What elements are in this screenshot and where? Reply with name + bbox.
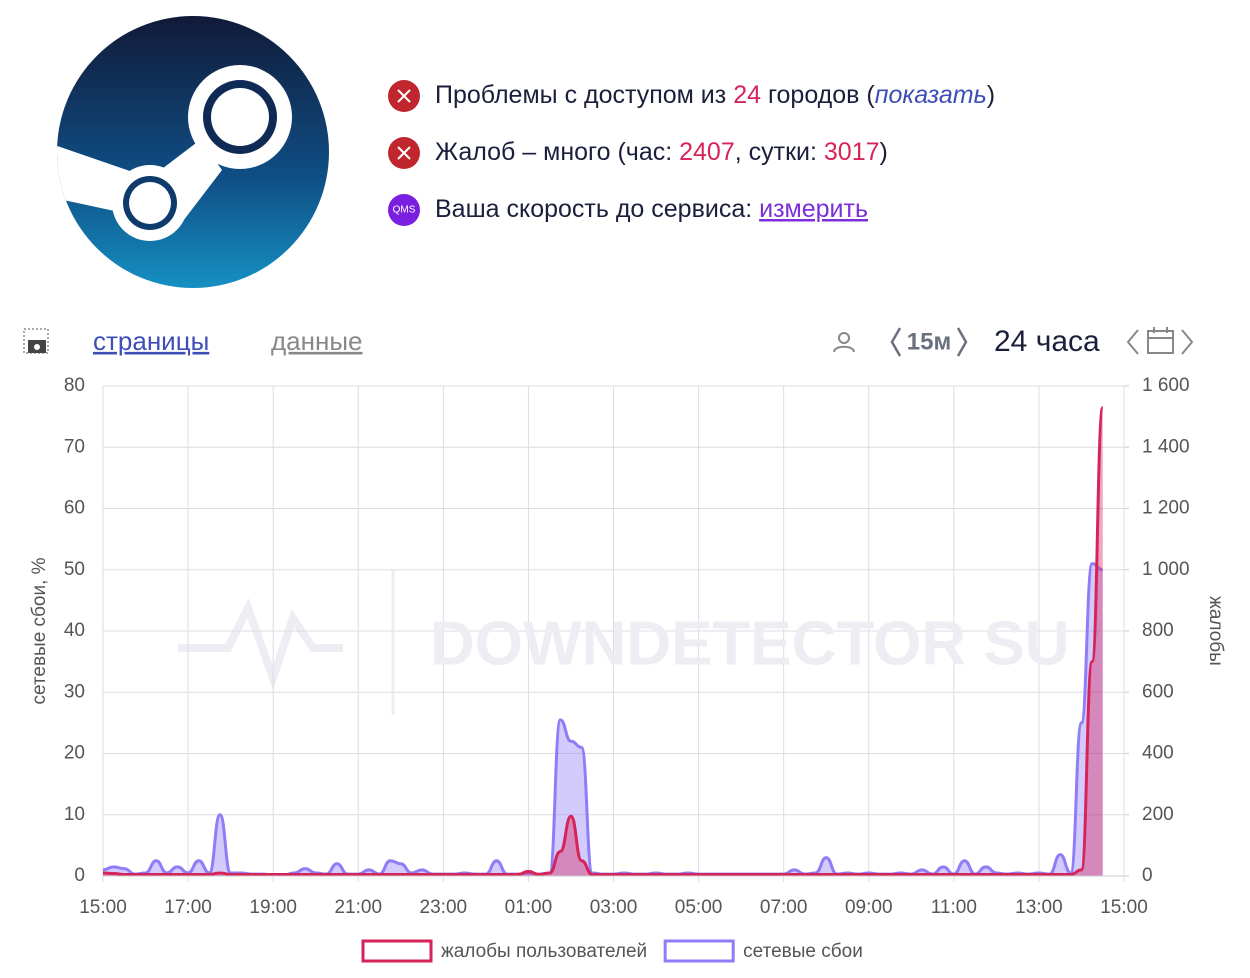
y2-tick-label: 200 [1142, 804, 1174, 825]
status-line: Проблемы с доступом из 24 городов (показ… [435, 81, 995, 109]
text: Жалоб – много (час: [435, 138, 679, 166]
y2-tick-label: 600 [1142, 681, 1174, 702]
legend-label: жалобы пользователей [441, 941, 647, 962]
steam-logo [57, 16, 329, 288]
y-tick-label: 80 [64, 375, 85, 396]
count: 24 [733, 81, 761, 109]
y-tick-label: 60 [64, 498, 85, 519]
status-icon [388, 80, 420, 112]
next-arrow[interactable] [1181, 329, 1194, 355]
prev-arrow[interactable] [1126, 329, 1139, 355]
watermark-icon [178, 570, 395, 715]
y2-tick-label: 1 200 [1142, 498, 1190, 519]
y2-tick-label: 1 400 [1142, 436, 1190, 457]
y-tick-label: 50 [64, 559, 85, 580]
text: ) [880, 138, 888, 166]
legend-label: сетевые сбои [743, 941, 863, 962]
calendar-icon[interactable] [1147, 327, 1174, 354]
period[interactable]: 24 часа [994, 325, 1100, 358]
interval[interactable]: 15м [907, 328, 951, 355]
x-tick-label: 15:00 [79, 897, 127, 918]
count: 3017 [824, 138, 880, 166]
count: 2407 [679, 138, 735, 166]
text: городов ( [761, 81, 875, 109]
x-tick-label: 19:00 [249, 897, 297, 918]
watermark: DOWNDETECTOR SU [430, 609, 1070, 678]
text: ) [987, 81, 995, 109]
y-tick-label: 20 [64, 743, 85, 764]
x-tick-label: 09:00 [845, 897, 893, 918]
legend-swatch [361, 939, 433, 963]
x-tick-label: 21:00 [334, 897, 382, 918]
y2-tick-label: 800 [1142, 620, 1174, 641]
tab[interactable]: данные [271, 326, 363, 356]
measure-link[interactable]: измерить [759, 195, 868, 223]
y-tick-label: 40 [64, 620, 85, 641]
qms-badge [388, 194, 420, 226]
y-tick-label: 0 [74, 865, 85, 886]
qms-label: QMS [393, 205, 416, 216]
x-tick-label: 13:00 [1015, 897, 1063, 918]
x-tick-label: 05:00 [675, 897, 723, 918]
screenshot-button[interactable] [23, 328, 49, 354]
tab[interactable]: страницы [93, 326, 209, 356]
y-tick-label: 30 [64, 681, 85, 702]
interval-brackets[interactable] [890, 327, 968, 357]
x-tick-label: 17:00 [164, 897, 212, 918]
text: Проблемы с доступом из [435, 81, 733, 109]
y2-tick-label: 1 000 [1142, 559, 1190, 580]
y-tick-label: 10 [64, 804, 85, 825]
y2-tick-label: 1 600 [1142, 375, 1190, 396]
x-tick-label: 11:00 [931, 897, 977, 918]
x-tick-label: 23:00 [420, 897, 468, 918]
user-icon[interactable] [833, 332, 855, 353]
y-axis-title: сетевые сбои, % [29, 557, 50, 704]
x-tick-label: 07:00 [760, 897, 808, 918]
x-tick-label: 03:00 [590, 897, 638, 918]
y-tick-label: 70 [64, 436, 85, 457]
y2-tick-label: 400 [1142, 743, 1174, 764]
x-tick-label: 15:00 [1100, 897, 1148, 918]
y2-tick-label: 0 [1142, 865, 1153, 886]
text: , сутки: [735, 138, 824, 166]
legend-swatch [663, 939, 735, 963]
status-icon [388, 137, 420, 169]
status-line: Жалоб – много (час: 2407, сутки: 3017) [435, 138, 888, 166]
series-line [102, 405, 1105, 876]
y2-axis-title: жалобы [1205, 596, 1226, 666]
show-link[interactable]: показать [875, 81, 987, 109]
x-tick-label: 01:00 [505, 897, 553, 918]
status-line: Ваша скорость до сервиса: измерить [435, 195, 868, 223]
text: Ваша скорость до сервиса: [435, 195, 759, 223]
